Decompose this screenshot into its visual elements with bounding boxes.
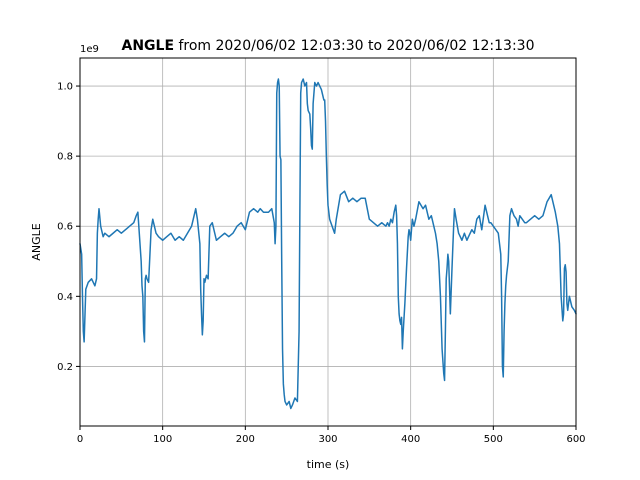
- y-tick-label: 1.0: [57, 82, 73, 93]
- x-tick-label: 400: [401, 434, 420, 445]
- y-tick-label: 0.4: [57, 292, 73, 303]
- x-tick-label: 100: [153, 434, 172, 445]
- x-tick-label: 0: [77, 434, 83, 445]
- plot-area: [79, 78, 577, 410]
- y-tick-label: 0.8: [57, 152, 73, 163]
- x-tick-label: 600: [566, 434, 585, 445]
- x-axis-label: time (s): [307, 458, 350, 471]
- y-tick-label: 0.2: [57, 362, 73, 373]
- x-tick-label: 200: [236, 434, 255, 445]
- y-tick-label: 0.6: [57, 222, 73, 233]
- series-line-0: [79, 78, 577, 410]
- x-tick-label: 300: [318, 434, 337, 445]
- chart-title-rest: from 2020/06/02 12:03:30 to 2020/06/02 1…: [174, 38, 534, 54]
- y-axis: 0.2 0.4 0.6 0.8 1.0: [57, 82, 80, 373]
- chart-title: ANGLE from 2020/06/02 12:03:30 to 2020/0…: [121, 38, 534, 54]
- x-tick-label: 500: [484, 434, 503, 445]
- x-axis: 0 100 200 300 400 500 600: [77, 426, 586, 445]
- y-offset-label: 1e9: [80, 44, 99, 55]
- chart-title-bold: ANGLE: [121, 38, 174, 54]
- y-axis-label: ANGLE: [30, 223, 43, 260]
